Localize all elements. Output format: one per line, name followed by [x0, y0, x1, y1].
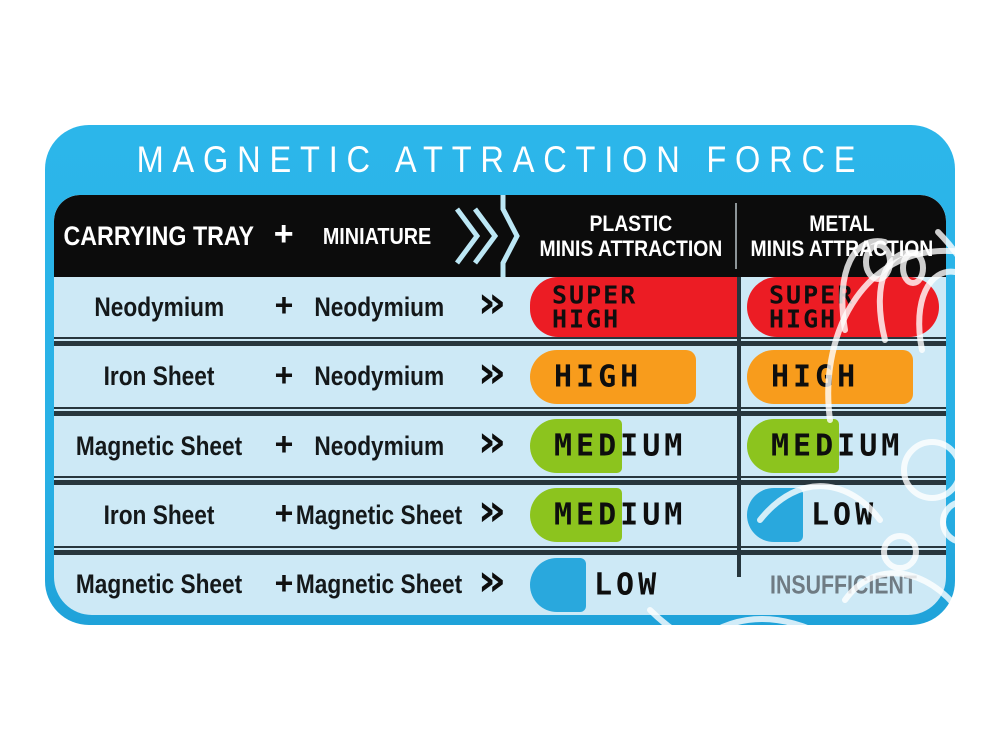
table-row: Magnetic Sheet + Magnetic Sheet » LOW IN… [54, 555, 946, 615]
row-divider [54, 406, 946, 416]
force-label: HIGH [554, 359, 643, 395]
tray-label: Iron Sheet [103, 499, 215, 530]
force-label: LOW [811, 497, 878, 533]
force-badge [530, 488, 622, 543]
table-row: Iron Sheet + Neodymium » HIGH HIGH [54, 346, 946, 406]
tray-label: Neodymium [94, 291, 224, 322]
header-plastic-attraction: PLASTIC MINIS ATTRACTION [527, 195, 734, 277]
force-label: MEDIUM [554, 428, 687, 464]
miniature-label: Magnetic Sheet [295, 569, 463, 600]
force-badge [530, 349, 696, 404]
force-label: MEDIUM [771, 428, 904, 464]
metal-force-cell: SUPER HIGH [741, 277, 946, 338]
header-plus: + [264, 195, 303, 277]
metal-force-cell: INSUFFICIENT [741, 555, 946, 615]
plus-icon: + [274, 495, 294, 532]
plus-icon: + [274, 356, 294, 393]
miniature-label: Neodymium [314, 361, 444, 392]
chevron-icon: » [477, 416, 507, 468]
table-body: Neodymium + Neodymium » SUPER HIGH SUPER… [54, 277, 946, 615]
table-row: Neodymium + Neodymium » SUPER HIGH SUPER… [54, 277, 946, 338]
metal-force-cell: HIGH [741, 346, 946, 406]
header-column-divider [734, 195, 738, 277]
plus-icon: + [274, 426, 294, 463]
miniature-label: Magnetic Sheet [295, 499, 463, 530]
force-badge [747, 419, 839, 474]
header-metal-line1: METAL [809, 210, 875, 236]
force-label: SUPER HIGH [769, 280, 855, 334]
plastic-force-cell: MEDIUM [530, 416, 737, 476]
plastic-force-cell: SUPER HIGH [530, 277, 737, 338]
column-divider [737, 277, 741, 577]
header-chevron [451, 195, 527, 277]
table-row: Magnetic Sheet + Neodymium » MEDIUM MEDI… [54, 416, 946, 476]
header-metal-attraction: METAL MINIS ATTRACTION [738, 195, 946, 277]
chevron-icon: » [477, 485, 507, 537]
header-miniature-label: MINIATURE [323, 222, 432, 249]
card-title-bar: MAGNETIC ATTRACTION FORCE [45, 125, 955, 195]
header-plastic-line1: PLASTIC [589, 210, 673, 236]
header-metal-line2: MINIS ATTRACTION [750, 236, 934, 261]
header-carrying-tray: CARRYING TRAY [54, 195, 264, 277]
miniature-label: Neodymium [314, 291, 444, 322]
force-label: INSUFFICIENT [770, 569, 917, 600]
plus-icon: + [274, 287, 294, 324]
header-carrying-tray-label: CARRYING TRAY [63, 220, 255, 251]
metal-force-cell: MEDIUM [741, 416, 946, 476]
tray-label: Magnetic Sheet [75, 430, 243, 461]
force-badge [530, 277, 737, 338]
force-label: MEDIUM [554, 497, 687, 533]
row-divider [54, 337, 946, 347]
chevron-icon: » [477, 277, 507, 329]
chevron-icon: » [477, 346, 507, 398]
miniature-label: Neodymium [314, 430, 444, 461]
magnetic-attraction-card: MAGNETIC ATTRACTION FORCE CARRYING TRAY … [45, 125, 955, 625]
row-divider [54, 545, 946, 555]
table-panel: CARRYING TRAY + MINIATURE [54, 195, 946, 615]
plus-icon: + [273, 214, 294, 253]
metal-force-cell: LOW [741, 485, 946, 545]
tray-label: Magnetic Sheet [75, 569, 243, 600]
header-plastic-line2: MINIS ATTRACTION [539, 236, 723, 261]
force-badge [747, 488, 803, 543]
plastic-force-cell: MEDIUM [530, 485, 737, 545]
force-label: HIGH [771, 359, 860, 395]
force-badge [530, 419, 622, 474]
card-title: MAGNETIC ATTRACTION FORCE [136, 139, 864, 180]
header-miniature: MINIATURE [303, 195, 451, 277]
tray-label: Iron Sheet [103, 361, 215, 392]
double-chevron-icon [455, 195, 521, 277]
header-metal-label: METAL MINIS ATTRACTION [751, 211, 934, 261]
plus-icon: + [274, 564, 294, 601]
header-plastic-label: PLASTIC MINIS ATTRACTION [539, 211, 722, 261]
force-badge [530, 557, 586, 612]
table-header-row: CARRYING TRAY + MINIATURE [54, 195, 946, 277]
force-label: SUPER HIGH [552, 280, 638, 334]
plastic-force-cell: LOW [530, 555, 737, 615]
plastic-force-cell: HIGH [530, 346, 737, 406]
table-row: Iron Sheet + Magnetic Sheet » MEDIUM LOW [54, 485, 946, 545]
row-divider [54, 476, 946, 486]
chevron-icon: » [477, 554, 507, 606]
force-label: LOW [594, 567, 661, 603]
